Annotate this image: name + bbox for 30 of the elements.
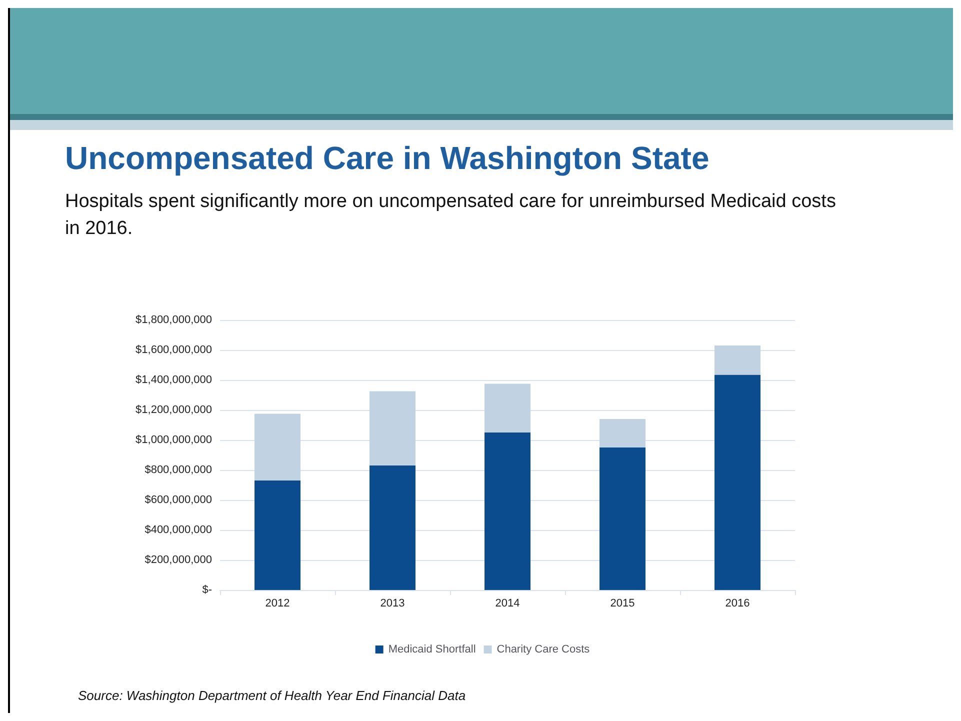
y-tick-label: $200,000,000 <box>144 554 212 566</box>
bar <box>484 432 530 590</box>
y-tick-label: $1,600,000,000 <box>136 344 212 356</box>
bar <box>600 448 646 590</box>
y-tick-label: $1,800,000,000 <box>136 314 212 326</box>
y-tick-label: $800,000,000 <box>144 464 212 476</box>
bar <box>370 466 416 590</box>
bar <box>714 374 760 590</box>
x-tick-label: 2014 <box>495 598 520 610</box>
y-tick-label: $1,200,000,000 <box>136 404 212 416</box>
x-tick-label: 2015 <box>610 598 635 610</box>
legend-label: Medicaid Shortfall <box>388 644 476 656</box>
y-tick-label: $600,000,000 <box>144 494 212 506</box>
y-tick-label: $1,000,000,000 <box>136 434 212 446</box>
bar <box>484 384 530 432</box>
y-tick-label: $- <box>202 584 212 596</box>
chart-title: Uncompensated Care in Washington State <box>65 140 710 177</box>
bar <box>714 346 760 375</box>
bar <box>600 419 646 448</box>
source-note: Source: Washington Department of Health Year End Financial Data <box>78 688 466 703</box>
y-tick-label: $1,400,000,000 <box>136 374 212 386</box>
x-tick-label: 2016 <box>725 598 750 610</box>
x-tick-label: 2013 <box>380 598 405 610</box>
bar <box>254 480 300 590</box>
y-tick-label: $400,000,000 <box>144 524 212 536</box>
x-tick-label: 2012 <box>265 598 290 610</box>
bar <box>254 414 300 480</box>
chart-subtitle: Hospitals spent significantly more on uncompensated care for unreimbursed Medicaid costs in 2016. <box>65 190 837 241</box>
legend-label: Charity Care Costs <box>496 644 590 656</box>
bar <box>370 391 416 466</box>
